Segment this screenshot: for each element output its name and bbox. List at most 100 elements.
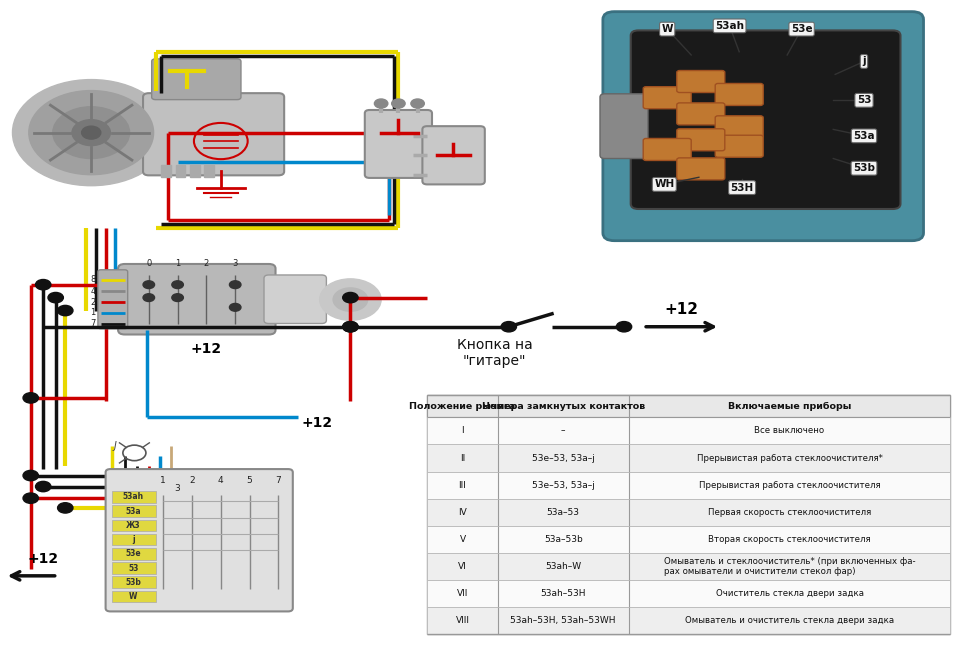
- Text: 4: 4: [90, 287, 96, 296]
- Text: 1: 1: [160, 476, 166, 485]
- Text: –: –: [561, 426, 565, 435]
- FancyBboxPatch shape: [715, 83, 763, 105]
- Bar: [427, 607, 950, 634]
- Circle shape: [58, 503, 73, 513]
- Text: j: j: [132, 535, 134, 544]
- Text: 53ah–W: 53ah–W: [545, 562, 582, 571]
- Bar: [112, 534, 156, 545]
- Circle shape: [172, 281, 183, 289]
- Circle shape: [36, 481, 51, 492]
- FancyBboxPatch shape: [603, 12, 924, 241]
- Text: 1: 1: [90, 308, 96, 317]
- Text: 53ah–53H: 53ah–53H: [540, 589, 586, 598]
- Text: 5: 5: [247, 476, 252, 485]
- FancyBboxPatch shape: [98, 270, 128, 329]
- Text: Омыватель и очиститель стекла двери задка: Омыватель и очиститель стекла двери задк…: [684, 616, 894, 625]
- Text: Первая скорость стеклоочистителя: Первая скорость стеклоочистителя: [708, 508, 871, 517]
- Circle shape: [143, 281, 155, 289]
- FancyBboxPatch shape: [677, 158, 725, 180]
- Text: Вторая скорость стеклоочистителя: Вторая скорость стеклоочистителя: [708, 535, 871, 543]
- Text: 53ah: 53ah: [123, 492, 144, 501]
- Circle shape: [343, 322, 358, 332]
- Text: 53e: 53e: [791, 24, 812, 34]
- Circle shape: [411, 99, 424, 108]
- Text: Омыватель и стеклоочиститель* (при включенных фа-
рах омыватели и очистители сте: Омыватель и стеклоочиститель* (при включ…: [663, 556, 915, 576]
- Circle shape: [374, 99, 388, 108]
- Circle shape: [343, 322, 358, 332]
- FancyBboxPatch shape: [600, 94, 648, 159]
- Text: Очиститель стекла двери задка: Очиститель стекла двери задка: [715, 589, 863, 598]
- Text: 3: 3: [232, 259, 238, 268]
- Bar: [112, 576, 156, 588]
- Text: Номера замкнутых контактов: Номера замкнутых контактов: [482, 402, 645, 411]
- Text: 53ah–53H, 53ah–53WH: 53ah–53H, 53ah–53WH: [511, 616, 616, 625]
- Circle shape: [36, 280, 51, 290]
- Text: J: J: [114, 441, 116, 452]
- FancyBboxPatch shape: [715, 116, 763, 138]
- Text: Кнопка на
"гитаре": Кнопка на "гитаре": [457, 338, 532, 367]
- Text: 8: 8: [90, 275, 96, 284]
- Circle shape: [48, 292, 63, 303]
- Text: VI: VI: [458, 562, 467, 571]
- FancyBboxPatch shape: [118, 264, 276, 334]
- Text: W: W: [661, 24, 673, 34]
- Text: 53е–53, 53а–j: 53е–53, 53а–j: [532, 454, 594, 463]
- FancyBboxPatch shape: [643, 138, 691, 160]
- Text: VIII: VIII: [455, 616, 469, 625]
- Circle shape: [23, 493, 38, 503]
- Text: 53a: 53a: [126, 507, 141, 516]
- Text: 2: 2: [204, 259, 209, 268]
- Bar: [112, 591, 156, 602]
- FancyBboxPatch shape: [677, 129, 725, 151]
- Text: +12: +12: [28, 552, 59, 566]
- Bar: [112, 520, 156, 531]
- Text: II: II: [460, 454, 466, 463]
- Text: Ж3: Ж3: [126, 521, 141, 530]
- Text: 53а–53: 53а–53: [547, 508, 580, 517]
- FancyBboxPatch shape: [677, 71, 725, 93]
- Text: +12: +12: [301, 416, 332, 430]
- Circle shape: [58, 305, 73, 316]
- Text: 53е: 53е: [126, 549, 141, 558]
- Bar: [112, 505, 156, 517]
- Text: 3: 3: [175, 484, 180, 493]
- Text: I: I: [461, 426, 464, 435]
- Bar: [427, 395, 950, 417]
- FancyBboxPatch shape: [143, 93, 284, 175]
- Bar: [112, 548, 156, 560]
- Circle shape: [82, 126, 101, 139]
- Bar: [112, 491, 156, 503]
- FancyBboxPatch shape: [422, 126, 485, 184]
- Circle shape: [320, 279, 381, 320]
- Text: Все выключено: Все выключено: [755, 426, 825, 435]
- Bar: [427, 580, 950, 607]
- Text: Положение рычага: Положение рычага: [409, 402, 516, 411]
- Circle shape: [143, 294, 155, 302]
- Text: +12: +12: [191, 342, 222, 356]
- Circle shape: [29, 91, 154, 175]
- FancyBboxPatch shape: [106, 469, 293, 611]
- Text: 7: 7: [90, 319, 96, 328]
- FancyBboxPatch shape: [677, 103, 725, 125]
- Bar: [427, 499, 950, 526]
- Text: 53b: 53b: [126, 578, 141, 587]
- Circle shape: [333, 288, 368, 311]
- FancyBboxPatch shape: [631, 30, 900, 209]
- Text: V: V: [460, 535, 466, 543]
- Bar: [176, 165, 185, 177]
- FancyBboxPatch shape: [365, 110, 432, 178]
- Bar: [427, 417, 950, 444]
- Text: 2: 2: [189, 476, 195, 485]
- Text: 1: 1: [175, 259, 180, 268]
- Bar: [427, 553, 950, 580]
- Circle shape: [229, 281, 241, 289]
- Text: 53е–53, 53а–j: 53е–53, 53а–j: [532, 481, 594, 490]
- Circle shape: [12, 80, 170, 186]
- Text: III: III: [459, 481, 467, 490]
- Circle shape: [72, 120, 110, 146]
- Circle shape: [501, 322, 516, 332]
- Bar: [427, 444, 950, 472]
- Circle shape: [172, 294, 183, 302]
- Bar: [204, 165, 214, 177]
- Bar: [427, 526, 950, 553]
